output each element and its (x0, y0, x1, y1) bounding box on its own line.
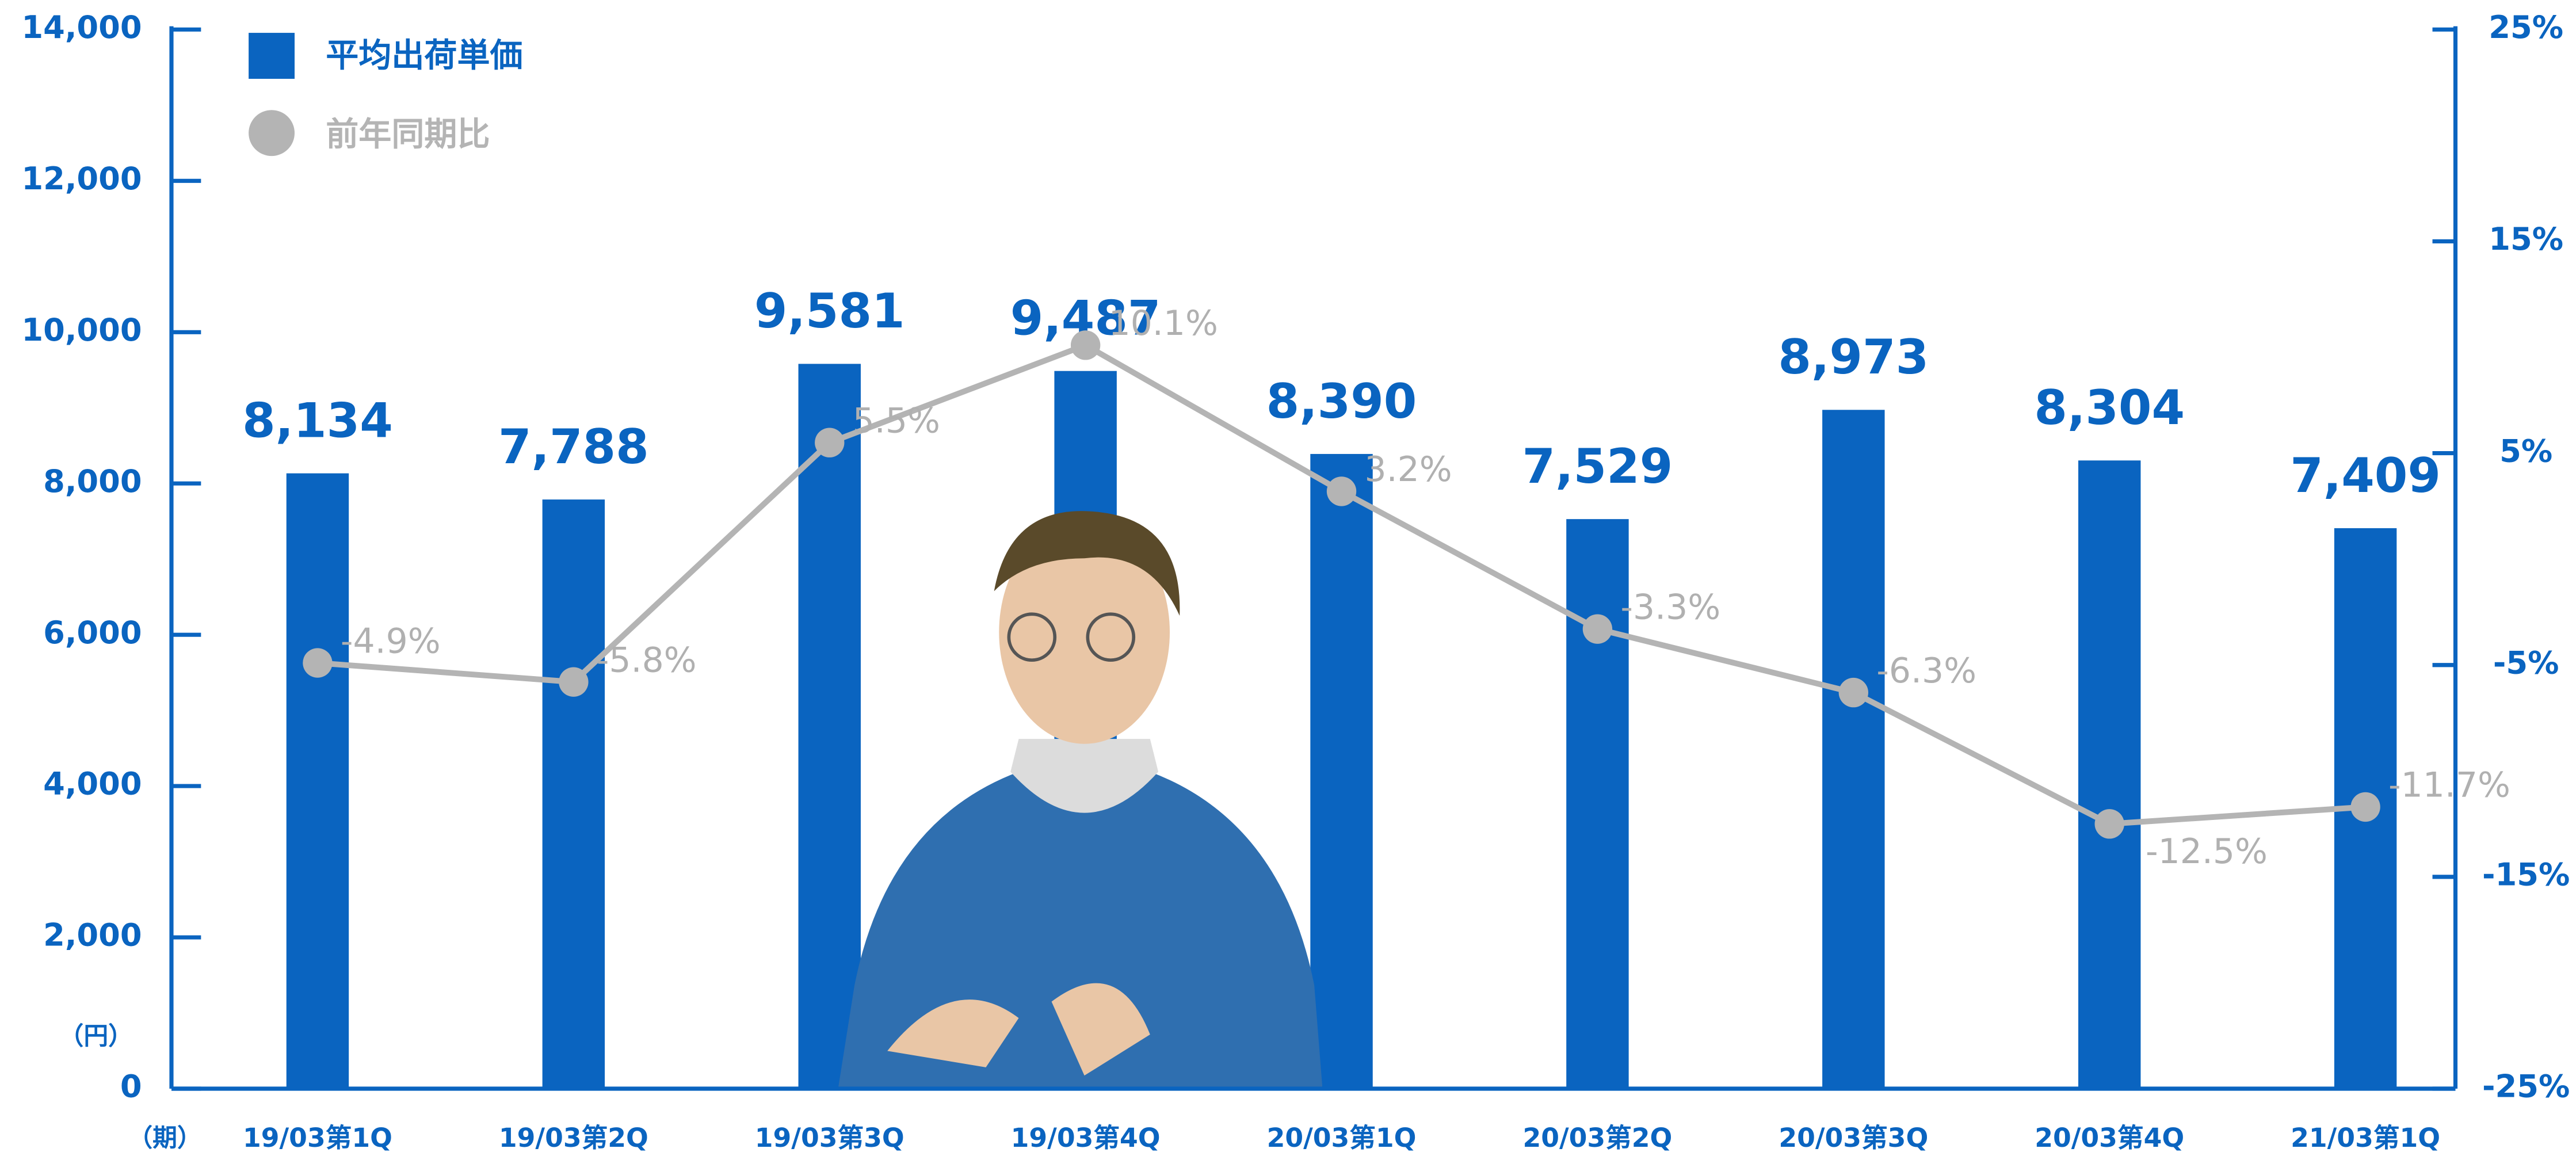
value-label: -4.9% (341, 621, 441, 661)
legend-swatch (249, 110, 295, 157)
value-label: 5.5% (853, 401, 940, 441)
point (303, 648, 333, 678)
value-label: 8,304 (2034, 380, 2185, 436)
legend-swatch (249, 33, 295, 79)
y-tick-label: 6,000 (43, 615, 142, 651)
point (1582, 614, 1613, 644)
glasses (1007, 612, 1057, 662)
point (2350, 792, 2380, 822)
bar (1566, 519, 1629, 1089)
point (815, 428, 845, 457)
legend-label: 前年同期比 (326, 115, 490, 153)
y2-tick-label: -15% (2482, 857, 2570, 893)
bar (1822, 410, 1885, 1089)
x-tick-label: 19/03第3Q (755, 1123, 905, 1153)
point (1326, 476, 1357, 506)
value-label: -11.7% (2388, 765, 2510, 806)
x-tick-label: 21/03第1Q (2291, 1123, 2440, 1153)
y-tick-label: 0 (120, 1069, 142, 1105)
person-hood (1010, 739, 1159, 813)
value-label: 8,973 (1778, 329, 1929, 385)
y-tick-label: 8,000 (43, 463, 142, 499)
x-tick-label: 19/03第2Q (499, 1123, 648, 1153)
bar (2078, 460, 2141, 1089)
value-label: 7,788 (498, 419, 649, 475)
point (1838, 677, 1868, 708)
bar (798, 364, 861, 1089)
x-tick-label: 20/03第4Q (2035, 1123, 2184, 1153)
person-hair (994, 511, 1180, 616)
value-label: 8,390 (1266, 373, 1417, 429)
illustration (838, 511, 1323, 1089)
value-label: 10.1% (1109, 303, 1218, 344)
y-tick-label: 14,000 (21, 9, 142, 45)
x-tick-label: 20/03第3Q (1779, 1123, 1928, 1153)
y-tick-label: 4,000 (43, 766, 142, 802)
x-tick-label: 19/03第1Q (243, 1123, 392, 1153)
value-label: 8,134 (242, 392, 393, 448)
y-axis-label: （円） (59, 1022, 133, 1051)
y2-tick-label: -5% (2493, 644, 2559, 681)
value-label: -12.5% (2146, 831, 2268, 872)
bar (542, 499, 605, 1089)
y2-tick-label: -25% (2482, 1069, 2570, 1105)
value-label: -6.3% (1876, 651, 1976, 691)
legend-label: 平均出荷単価 (326, 37, 522, 75)
point (559, 667, 589, 697)
y2-tick-label: 25% (2489, 9, 2563, 45)
value-label: -3.3% (1620, 587, 1720, 628)
y-tick-label: 2,000 (43, 917, 142, 953)
x-axis-label: （期） (128, 1124, 201, 1153)
value-label: -5.8% (597, 640, 697, 681)
value-label: 9,581 (754, 283, 905, 339)
person-head (999, 520, 1170, 744)
point (1070, 330, 1101, 360)
y-tick-label: 10,000 (21, 312, 142, 348)
person-hands (887, 983, 1150, 1076)
x-tick-label: 20/03第1Q (1267, 1123, 1417, 1153)
value-label: 7,409 (2290, 448, 2441, 503)
value-label: 3.2% (1364, 449, 1452, 490)
y-tick-label: 12,000 (21, 161, 142, 197)
bar (286, 473, 349, 1089)
bar (1310, 453, 1373, 1089)
y2-tick-label: 5% (2499, 433, 2552, 469)
y2-tick-label: 15% (2489, 221, 2563, 257)
value-label: 7,529 (1522, 438, 1673, 494)
glasses (1086, 612, 1136, 662)
x-tick-label: 19/03第4Q (1011, 1123, 1161, 1153)
x-tick-label: 20/03第2Q (1522, 1123, 1672, 1153)
point (2094, 809, 2124, 839)
